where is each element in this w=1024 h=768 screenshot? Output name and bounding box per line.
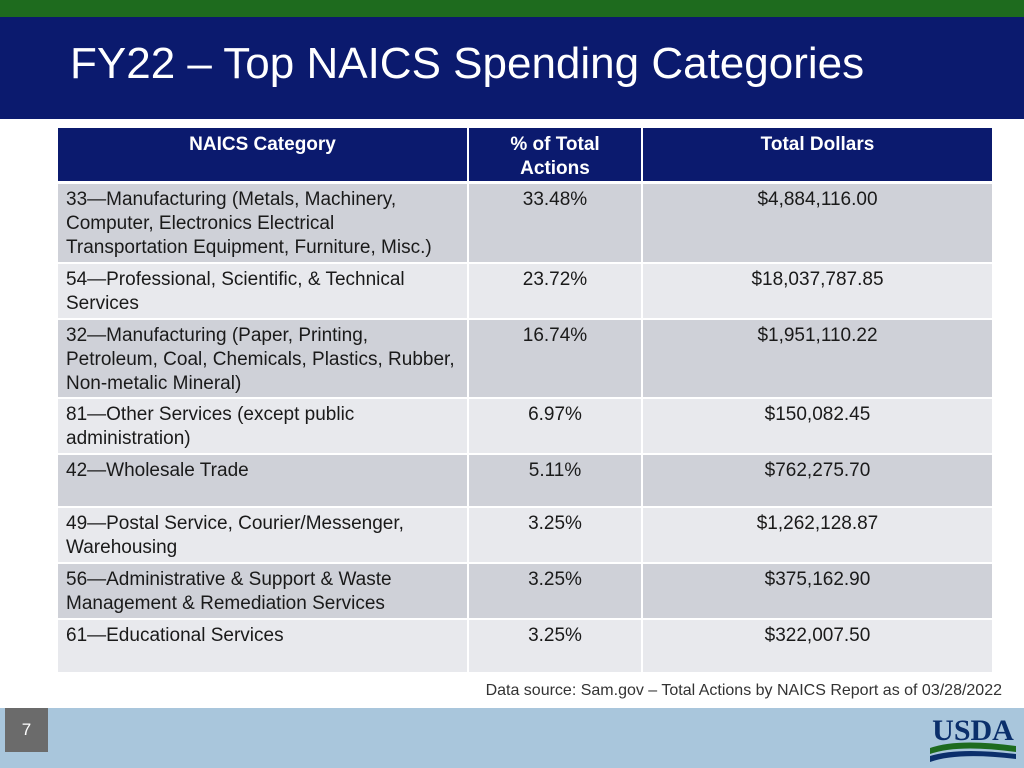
table-row: 33—Manufacturing (Metals, Machinery, Com…	[58, 182, 992, 264]
dollars-cell: $1,262,128.87	[642, 506, 992, 564]
percent-cell: 16.74%	[468, 318, 643, 399]
percent-cell: 6.97%	[468, 397, 643, 455]
logo-swoosh-icon	[930, 750, 1016, 762]
footer-band	[0, 708, 1024, 768]
table-row: 54—Professional, Scientific, & Technical…	[58, 262, 992, 320]
percent-cell: 33.48%	[468, 182, 643, 264]
category-cell: 81—Other Services (except public adminis…	[58, 397, 469, 455]
usda-logo-text: USDA	[932, 714, 1014, 747]
title-band: FY22 – Top NAICS Spending Categories	[0, 17, 1024, 119]
header-naics-category: NAICS Category	[58, 128, 469, 184]
dollars-cell: $18,037,787.85	[642, 262, 992, 320]
category-cell: 42—Wholesale Trade	[58, 453, 469, 508]
naics-table: NAICS Category % of Total Actions Total …	[58, 128, 992, 674]
table-row: 42—Wholesale Trade 5.11% $762,275.70	[58, 453, 992, 508]
dollars-cell: $150,082.45	[642, 397, 992, 455]
percent-cell: 23.72%	[468, 262, 643, 320]
header-total-dollars: Total Dollars	[642, 128, 992, 184]
percent-cell: 3.25%	[468, 618, 643, 674]
usda-logo: USDA	[930, 714, 1016, 762]
category-cell: 32—Manufacturing (Paper, Printing, Petro…	[58, 318, 469, 399]
percent-cell: 3.25%	[468, 506, 643, 564]
table-header-row: NAICS Category % of Total Actions Total …	[58, 128, 992, 184]
table-row: 32—Manufacturing (Paper, Printing, Petro…	[58, 318, 992, 399]
table-row: 61—Educational Services 3.25% $322,007.5…	[58, 618, 992, 674]
table-row: 56—Administrative & Support & Waste Mana…	[58, 562, 992, 620]
logo-swoosh-icon	[930, 742, 1016, 754]
table-row: 81—Other Services (except public adminis…	[58, 397, 992, 455]
header-percent-actions: % of Total Actions	[468, 128, 643, 184]
dollars-cell: $762,275.70	[642, 453, 992, 508]
category-cell: 54—Professional, Scientific, & Technical…	[58, 262, 469, 320]
table-row: 49—Postal Service, Courier/Messenger, Wa…	[58, 506, 992, 564]
category-cell: 56—Administrative & Support & Waste Mana…	[58, 562, 469, 620]
top-accent-bar	[0, 0, 1024, 17]
percent-cell: 5.11%	[468, 453, 643, 508]
dollars-cell: $322,007.50	[642, 618, 992, 674]
data-source-note: Data source: Sam.gov – Total Actions by …	[485, 682, 1002, 699]
dollars-cell: $1,951,110.22	[642, 318, 992, 399]
category-cell: 61—Educational Services	[58, 618, 469, 674]
dollars-cell: $375,162.90	[642, 562, 992, 620]
page-number: 7	[5, 708, 48, 752]
slide-title: FY22 – Top NAICS Spending Categories	[70, 39, 865, 88]
category-cell: 33—Manufacturing (Metals, Machinery, Com…	[58, 182, 469, 264]
percent-cell: 3.25%	[468, 562, 643, 620]
category-cell: 49—Postal Service, Courier/Messenger, Wa…	[58, 506, 469, 564]
dollars-cell: $4,884,116.00	[642, 182, 992, 264]
